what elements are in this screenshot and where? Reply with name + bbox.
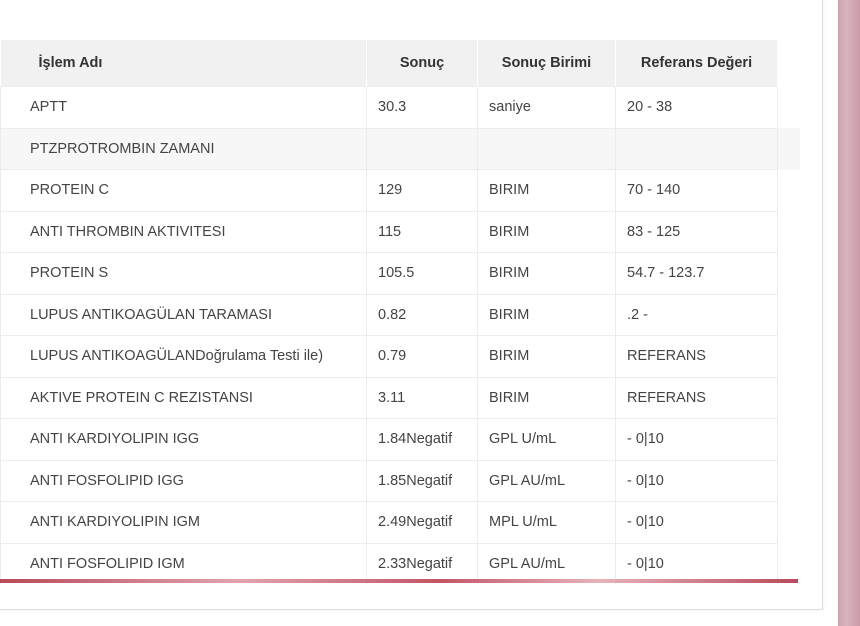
cell-test-name: PROTEIN C	[0, 169, 367, 211]
cell-unit: GPL U/mL	[477, 418, 616, 460]
cell-unit: BIRIM	[477, 210, 616, 253]
column-header-test-name[interactable]: İşlem Adı	[0, 40, 367, 87]
row-spacer	[777, 211, 801, 253]
table-row[interactable]: PTZPROTROMBIN ZAMANI	[0, 127, 801, 170]
row-spacer	[777, 501, 801, 543]
cell-reference: 20 - 38	[615, 86, 778, 128]
cell-test-name: ANTI FOSFOLIPID IGM	[0, 542, 367, 584]
table-row[interactable]: LUPUS ANTIKOAGÜLANDoğrulama Testi ile) 0…	[0, 335, 801, 377]
table-row[interactable]: APTT 30.3 saniye 20 - 38	[0, 86, 801, 128]
cell-unit: BIRIM	[477, 252, 616, 294]
cell-reference: 70 - 140	[615, 169, 778, 211]
cell-result: 2.33Negatif	[366, 542, 478, 584]
row-spacer	[777, 169, 801, 211]
cell-test-name: PROTEIN S	[0, 252, 367, 294]
cell-reference	[615, 127, 778, 170]
table-header-row: İşlem Adı Sonuç Sonuç Birimi Referans De…	[0, 40, 801, 87]
cell-reference: - 0|10	[615, 542, 778, 584]
column-header-unit[interactable]: Sonuç Birimi	[477, 40, 616, 87]
cell-test-name: ANTI THROMBIN AKTIVITESI	[0, 210, 367, 253]
cell-result: 30.3	[366, 86, 478, 128]
cell-unit: BIRIM	[477, 376, 616, 419]
column-header-reference[interactable]: Referans Değeri	[615, 40, 778, 87]
row-spacer	[777, 460, 801, 502]
lab-results-table: İşlem Adı Sonuç Sonuç Birimi Referans De…	[0, 40, 801, 584]
table-row[interactable]: ANTI FOSFOLIPID IGM 2.33Negatif GPL AU/m…	[0, 542, 801, 584]
cell-reference: 83 - 125	[615, 210, 778, 253]
row-spacer	[777, 294, 801, 336]
cell-test-name: PTZPROTROMBIN ZAMANI	[0, 127, 367, 170]
table-row[interactable]: PROTEIN S 105.5 BIRIM 54.7 - 123.7	[0, 252, 801, 294]
row-spacer	[777, 128, 801, 170]
table-row[interactable]: ANTI THROMBIN AKTIVITESI 115 BIRIM 83 - …	[0, 210, 801, 253]
cell-test-name: AKTIVE PROTEIN C REZISTANSI	[0, 376, 367, 419]
cell-unit	[477, 127, 616, 170]
cell-unit: BIRIM	[477, 169, 616, 211]
cell-test-name: LUPUS ANTIKOAGÜLANDoğrulama Testi ile)	[0, 335, 367, 377]
table-row[interactable]: AKTIVE PROTEIN C REZISTANSI 3.11 BIRIM R…	[0, 376, 801, 419]
cell-reference: - 0|10	[615, 501, 778, 543]
cell-unit: GPL AU/mL	[477, 459, 616, 502]
cell-unit: saniye	[477, 86, 616, 128]
cell-result: 0.82	[366, 293, 478, 336]
cell-test-name: ANTI KARDIYOLIPIN IGM	[0, 501, 367, 543]
cell-reference: REFERANS	[615, 335, 778, 377]
cell-unit: BIRIM	[477, 293, 616, 336]
cell-test-name: APTT	[0, 86, 367, 128]
cell-unit: BIRIM	[477, 335, 616, 377]
table-row[interactable]: ANTI KARDIYOLIPIN IGG 1.84Negatif GPL U/…	[0, 418, 801, 460]
cell-test-name: ANTI FOSFOLIPID IGG	[0, 459, 367, 502]
cell-result: 1.85Negatif	[366, 459, 478, 502]
cell-reference: - 0|10	[615, 459, 778, 502]
cell-unit: MPL U/mL	[477, 501, 616, 543]
table-row[interactable]: LUPUS ANTIKOAGÜLAN TARAMASI 0.82 BIRIM .…	[0, 293, 801, 336]
cell-unit: GPL AU/mL	[477, 542, 616, 584]
cell-test-name: LUPUS ANTIKOAGÜLAN TARAMASI	[0, 293, 367, 336]
cell-result	[366, 127, 478, 170]
cell-result: 3.11	[366, 376, 478, 419]
side-background-strip	[838, 0, 860, 626]
cell-result: 0.79	[366, 335, 478, 377]
row-spacer	[777, 335, 801, 377]
cell-test-name: ANTI KARDIYOLIPIN IGG	[0, 418, 367, 460]
cell-result: 115	[366, 210, 478, 253]
table-bottom-accent-bar	[0, 579, 798, 583]
row-spacer	[777, 377, 801, 419]
cell-reference: 54.7 - 123.7	[615, 252, 778, 294]
cell-reference: - 0|10	[615, 418, 778, 460]
header-spacer	[777, 40, 801, 87]
cell-result: 129	[366, 169, 478, 211]
table-row[interactable]: ANTI KARDIYOLIPIN IGM 2.49Negatif MPL U/…	[0, 501, 801, 543]
table-row[interactable]: ANTI FOSFOLIPID IGG 1.85Negatif GPL AU/m…	[0, 459, 801, 502]
row-spacer	[777, 418, 801, 460]
column-header-result[interactable]: Sonuç	[366, 40, 478, 87]
cell-result: 105.5	[366, 252, 478, 294]
cell-reference: .2 -	[615, 293, 778, 336]
table-row[interactable]: PROTEIN C 129 BIRIM 70 - 140	[0, 169, 801, 211]
cell-result: 1.84Negatif	[366, 418, 478, 460]
cell-reference: REFERANS	[615, 376, 778, 419]
cell-result: 2.49Negatif	[366, 501, 478, 543]
row-spacer	[777, 543, 801, 584]
row-spacer	[777, 86, 801, 128]
row-spacer	[777, 252, 801, 294]
